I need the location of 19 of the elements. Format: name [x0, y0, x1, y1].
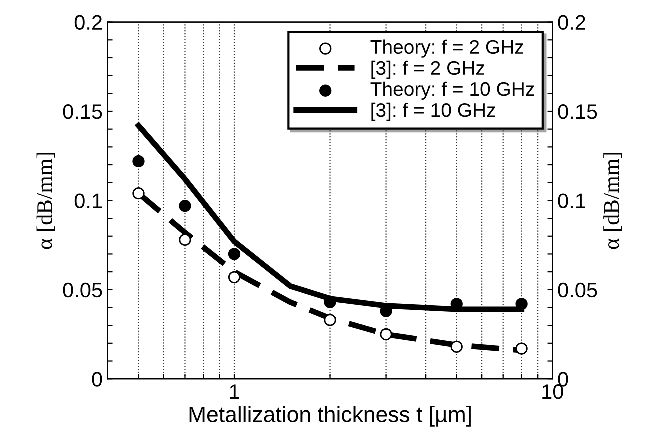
y-tick-label: 0.2 [74, 15, 102, 30]
y-tick-label: 0.05 [63, 282, 102, 298]
y2-tick-label: 0.05 [558, 282, 598, 298]
y-axis-title: α [dB/mm] [36, 153, 56, 250]
y2-tick-label: 0 [558, 372, 568, 387]
y2-tick-label: 0.15 [558, 104, 598, 120]
y-tick-label: 0.1 [74, 194, 102, 208]
y-tick-label: 0 [92, 372, 102, 387]
y-tick-label: 0.15 [63, 104, 102, 120]
y2-tick-label: 0.1 [558, 194, 586, 208]
y2-axis-title: α [dB/mm] [604, 153, 622, 250]
y2-tick-label: 0.2 [558, 15, 586, 30]
x-tick-label: 10 [542, 384, 564, 400]
legend-label: Theory: f = 10 GHz [370, 82, 534, 100]
legend-label: [3]: f = 2 GHz [372, 60, 484, 79]
legend-label: [3]: f = 10 GHz [372, 102, 496, 122]
x-tick-label: 1 [230, 384, 240, 400]
x-axis-title: Metallization thickness t [µm] [190, 406, 471, 427]
legend-label: Theory: f = 2 GHz [370, 40, 524, 58]
